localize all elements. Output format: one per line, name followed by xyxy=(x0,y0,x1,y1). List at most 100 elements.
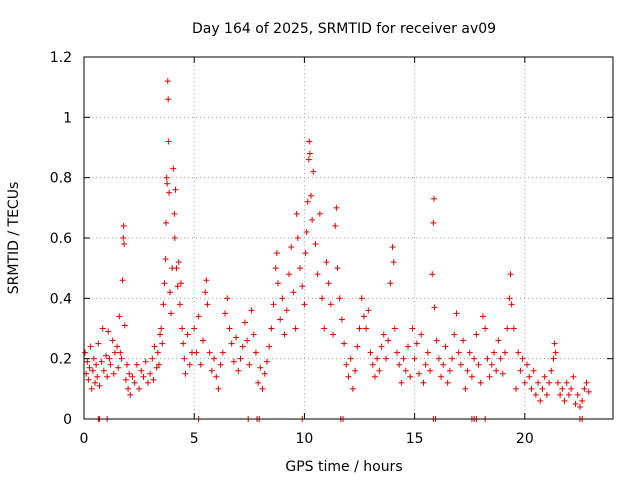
data-point xyxy=(142,358,149,365)
data-point xyxy=(552,349,559,356)
data-point xyxy=(530,367,537,374)
data-point xyxy=(416,370,423,377)
data-point xyxy=(120,222,127,229)
x-tick-label: 15 xyxy=(406,431,424,447)
data-point xyxy=(259,385,266,392)
data-point xyxy=(570,373,577,380)
data-point xyxy=(293,210,300,217)
data-point xyxy=(358,295,365,302)
data-point xyxy=(109,337,116,344)
data-point xyxy=(418,331,425,338)
data-point xyxy=(165,138,172,145)
data-point xyxy=(90,355,97,362)
data-point xyxy=(321,325,328,332)
data-point xyxy=(341,340,348,347)
data-point xyxy=(306,150,313,157)
data-point xyxy=(162,219,169,226)
data-point xyxy=(224,295,231,302)
data-point xyxy=(354,343,361,350)
data-point xyxy=(477,379,484,386)
data-point xyxy=(393,349,400,356)
data-point xyxy=(261,370,268,377)
data-point xyxy=(206,349,213,356)
data-point xyxy=(435,355,442,362)
data-point xyxy=(279,295,286,302)
data-point xyxy=(376,367,383,374)
data-point xyxy=(177,280,184,287)
data-point xyxy=(563,379,570,386)
y-tick-label: 0.8 xyxy=(50,171,72,187)
data-point xyxy=(499,370,506,377)
data-point xyxy=(565,391,572,398)
data-point xyxy=(217,361,224,368)
data-point xyxy=(343,361,350,368)
data-point xyxy=(543,391,550,398)
data-point xyxy=(186,361,193,368)
data-point xyxy=(237,355,244,362)
data-point xyxy=(176,301,183,308)
chart-title: Day 164 of 2025, SRMTID for receiver av0… xyxy=(192,21,496,37)
data-point xyxy=(541,373,548,380)
data-point xyxy=(144,379,151,386)
data-point xyxy=(204,301,211,308)
data-point xyxy=(572,400,579,407)
data-point xyxy=(127,391,134,398)
data-point xyxy=(360,313,367,320)
data-point xyxy=(281,331,288,338)
y-tick-label: 1.2 xyxy=(50,50,72,66)
data-point xyxy=(464,367,471,374)
data-point xyxy=(508,301,515,308)
data-point xyxy=(121,241,128,248)
data-point xyxy=(165,96,172,103)
data-point xyxy=(409,325,416,332)
data-point xyxy=(501,349,508,356)
data-point xyxy=(427,367,434,374)
x-tick-label: 0 xyxy=(80,431,89,447)
data-point xyxy=(316,210,323,217)
data-point xyxy=(87,343,94,350)
data-point xyxy=(96,382,103,389)
data-point xyxy=(495,337,502,344)
x-axis-label: GPS time / hours xyxy=(285,459,402,475)
data-point xyxy=(407,373,414,380)
data-point xyxy=(191,325,198,332)
data-point xyxy=(382,355,389,362)
data-point xyxy=(239,343,246,350)
data-point xyxy=(88,385,95,392)
data-point xyxy=(332,222,339,229)
data-point xyxy=(473,331,480,338)
data-point xyxy=(462,385,469,392)
data-point xyxy=(84,358,91,365)
data-point xyxy=(179,325,186,332)
data-point xyxy=(581,385,588,392)
data-point xyxy=(513,385,520,392)
data-point xyxy=(157,331,164,338)
data-point xyxy=(380,331,387,338)
data-point xyxy=(521,379,528,386)
data-point xyxy=(297,265,304,272)
data-point xyxy=(290,289,297,296)
data-point xyxy=(115,364,122,371)
data-point xyxy=(442,343,449,350)
data-point xyxy=(482,325,489,332)
data-point xyxy=(233,334,240,341)
data-point xyxy=(154,349,161,356)
data-point xyxy=(510,325,517,332)
data-point xyxy=(433,337,440,344)
data-point xyxy=(387,280,394,287)
data-point xyxy=(94,373,101,380)
data-point xyxy=(336,295,343,302)
data-point xyxy=(305,156,312,163)
data-point xyxy=(378,343,385,350)
data-point xyxy=(349,385,356,392)
data-point xyxy=(548,367,555,374)
data-point xyxy=(164,78,171,85)
data-point xyxy=(325,280,332,287)
data-point xyxy=(151,343,158,350)
data-point xyxy=(424,349,431,356)
data-point xyxy=(213,373,220,380)
data-point xyxy=(504,325,511,332)
data-point xyxy=(460,337,467,344)
data-point xyxy=(422,361,429,368)
